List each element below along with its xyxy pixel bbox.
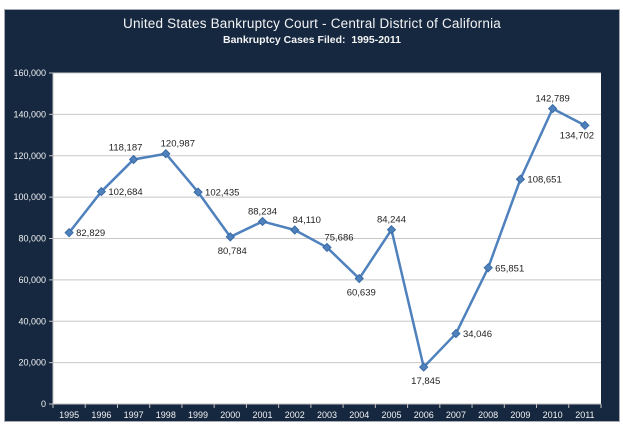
y-axis-tick-label: 20,000 bbox=[18, 358, 46, 368]
data-point-marker-2009 bbox=[515, 174, 526, 184]
x-axis-tick-label: 2010 bbox=[543, 410, 563, 420]
x-axis-tick-label: 2011 bbox=[575, 410, 594, 420]
line-chart-canvas: 0 20,000 40,000 60,000 80,000 100,000 120,000 1… bbox=[13, 68, 602, 420]
data-point-marker-2007 bbox=[451, 328, 461, 339]
x-axis-tick-label: 1995 bbox=[59, 410, 79, 420]
data-point-marker-1999 bbox=[193, 187, 203, 197]
data-point-marker-2001 bbox=[257, 216, 268, 227]
data-point-marker-1996 bbox=[96, 186, 107, 197]
y-axis-tick-label: 60,000 bbox=[18, 275, 46, 285]
chart-header: United States Bankruptcy Court - Central… bbox=[5, 15, 619, 47]
data-point-label-2002: 84,110 bbox=[293, 215, 321, 226]
x-axis-tick-label: 2000 bbox=[220, 410, 240, 420]
data-point-marker-2002 bbox=[290, 225, 300, 235]
data-point-label-2003: 75,686 bbox=[324, 232, 353, 243]
data-point-label-1998: 120,987 bbox=[161, 139, 195, 150]
data-point-label-2000: 80,784 bbox=[218, 246, 247, 257]
x-axis-tick-label: 2002 bbox=[285, 410, 305, 420]
y-axis-tick-label: 160,000 bbox=[13, 68, 46, 78]
data-point-marker-2000 bbox=[225, 232, 236, 242]
x-axis-tick-label: 2005 bbox=[381, 410, 401, 420]
y-axis-tick-label: 100,000 bbox=[13, 192, 46, 202]
data-point-label-2007: 34,046 bbox=[463, 329, 492, 340]
data-point-marker-1997 bbox=[128, 154, 139, 165]
x-axis-tick-label: 2001 bbox=[253, 410, 273, 420]
chart-title: United States Bankruptcy Court - Central… bbox=[123, 16, 501, 31]
y-axis-tick-label: 40,000 bbox=[18, 316, 46, 326]
data-point-label-1995: 82,829 bbox=[76, 228, 105, 239]
x-axis-tick-label: 2004 bbox=[349, 410, 369, 420]
x-axis-tick-label: 2003 bbox=[317, 410, 337, 420]
data-point-label-2006: 17,845 bbox=[411, 376, 440, 387]
data-point-marker-1998 bbox=[161, 149, 171, 159]
data-point-label-1999: 102,435 bbox=[205, 188, 239, 199]
data-point-marker-2004 bbox=[354, 273, 364, 284]
data-point-marker-2005 bbox=[386, 225, 397, 235]
data-point-marker-2010 bbox=[547, 103, 558, 114]
data-point-label-2005: 84,244 bbox=[377, 215, 406, 226]
chart-subtitle: Bankruptcy Cases Filed: 1995-2011 bbox=[222, 34, 401, 46]
data-point-label-2010: 142,789 bbox=[535, 94, 569, 105]
data-point-label-2011: 134,702 bbox=[560, 130, 594, 141]
bankruptcy-cases-chart: United States Bankruptcy Court - Central… bbox=[4, 9, 620, 422]
y-axis-tick-label: 140,000 bbox=[13, 109, 46, 119]
data-point-label-2004: 60,639 bbox=[347, 288, 376, 299]
data-point-marker-1995 bbox=[64, 227, 74, 238]
data-point-marker-2011 bbox=[580, 120, 590, 131]
data-point-label-1997: 118,187 bbox=[109, 143, 143, 154]
data-point-label-1996: 102,684 bbox=[108, 187, 142, 198]
data-point-marker-2003 bbox=[322, 242, 332, 253]
y-axis-tick-label: 80,000 bbox=[18, 234, 46, 244]
x-axis-tick-label: 1997 bbox=[124, 410, 144, 420]
y-axis-tick-label: 120,000 bbox=[13, 151, 46, 161]
x-axis-tick-label: 1999 bbox=[188, 410, 208, 420]
data-point-label-2009: 108,651 bbox=[527, 175, 561, 186]
x-axis-tick-label: 2007 bbox=[446, 410, 466, 420]
data-point-label-2001: 88,234 bbox=[248, 206, 277, 217]
data-point-marker-2006 bbox=[418, 362, 429, 372]
x-axis-tick-label: 2009 bbox=[510, 410, 530, 420]
x-axis-tick-label: 2006 bbox=[414, 410, 434, 420]
x-axis-tick-label: 1998 bbox=[156, 410, 176, 420]
y-axis-tick-label: 0 bbox=[41, 399, 46, 409]
data-point-label-2008: 65,851 bbox=[495, 263, 524, 274]
data-point-marker-2008 bbox=[483, 263, 493, 273]
x-axis-tick-label: 1996 bbox=[91, 410, 111, 420]
x-axis-tick-label: 2008 bbox=[478, 410, 498, 420]
